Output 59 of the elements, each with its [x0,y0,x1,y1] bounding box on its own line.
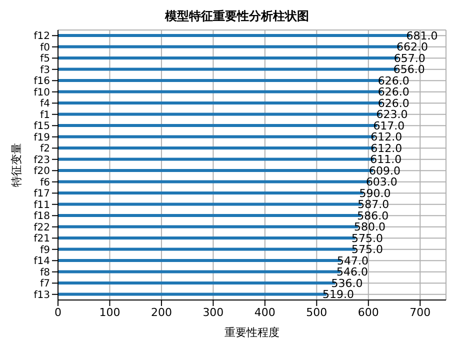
y-tick-label: f17 [34,188,50,200]
data-label: 681.0 [406,29,438,42]
y-tick-label: f10 [34,87,50,98]
data-label: 656.0 [393,63,425,76]
data-label: 623.0 [376,108,408,122]
y-tick-label: f13 [34,290,50,301]
y-tick-label: f5 [40,54,50,65]
y-tick-label: f1 [40,110,50,121]
data-label: 612.0 [370,130,402,144]
data-label: 603.0 [366,176,398,189]
data-label: 590.0 [359,186,391,200]
x-tick-label: 700 [410,306,431,319]
y-tick-label: f18 [34,211,50,222]
y-tick-label: f7 [40,278,50,290]
y-tick-label: f21 [34,234,50,245]
data-label: 626.0 [378,96,410,110]
x-tick-label: 100 [99,306,120,319]
x-tick-label: 200 [150,306,172,319]
x-tick-label: 0 [54,306,62,319]
y-tick-label: f16 [34,76,50,88]
y-tick-label: f14 [34,256,50,268]
y-tick-label: f0 [40,42,50,54]
data-label: 575.0 [351,243,383,256]
data-label: 662.0 [396,40,428,54]
y-tick-label: f8 [40,267,50,278]
data-label: 612.0 [370,142,402,155]
x-tick-label: 600 [358,306,379,319]
y-tick-label: f2 [40,144,50,155]
y-axis-title: 特征变量 [10,143,23,187]
data-label: 587.0 [358,198,390,212]
data-label: 626.0 [378,74,410,88]
data-label: 575.0 [351,232,383,245]
x-axis-title: 重要性程度 [224,326,280,339]
data-label: 657.0 [394,52,426,65]
y-tick-label: f9 [40,244,50,256]
data-label: 546.0 [336,266,368,279]
y-tick-label: f20 [34,166,50,178]
data-label: 609.0 [369,164,401,178]
y-tick-label: f11 [34,200,50,211]
data-label: 626.0 [378,86,410,99]
x-tick-label: 400 [254,306,276,319]
data-label: 547.0 [336,254,368,268]
x-tick-label: 500 [306,306,328,319]
chart-title: 模型特征重要性分析柱状图 [164,8,310,24]
data-label: 617.0 [373,119,405,132]
y-tick-label: f23 [34,154,50,166]
y-tick-label: f19 [34,132,50,144]
data-label: 580.0 [354,220,386,234]
y-tick-label: f3 [40,64,50,76]
y-tick-label: f15 [34,121,50,132]
data-label: 519.0 [322,288,354,302]
x-tick-label: 300 [202,306,224,319]
data-label: 586.0 [357,209,389,222]
y-tick-label: f6 [40,177,50,188]
data-label: 611.0 [370,153,402,166]
y-tick-label: f4 [40,98,50,110]
y-tick-label: f22 [34,222,50,234]
y-tick-label: f12 [34,31,50,42]
data-label: 536.0 [331,276,363,290]
